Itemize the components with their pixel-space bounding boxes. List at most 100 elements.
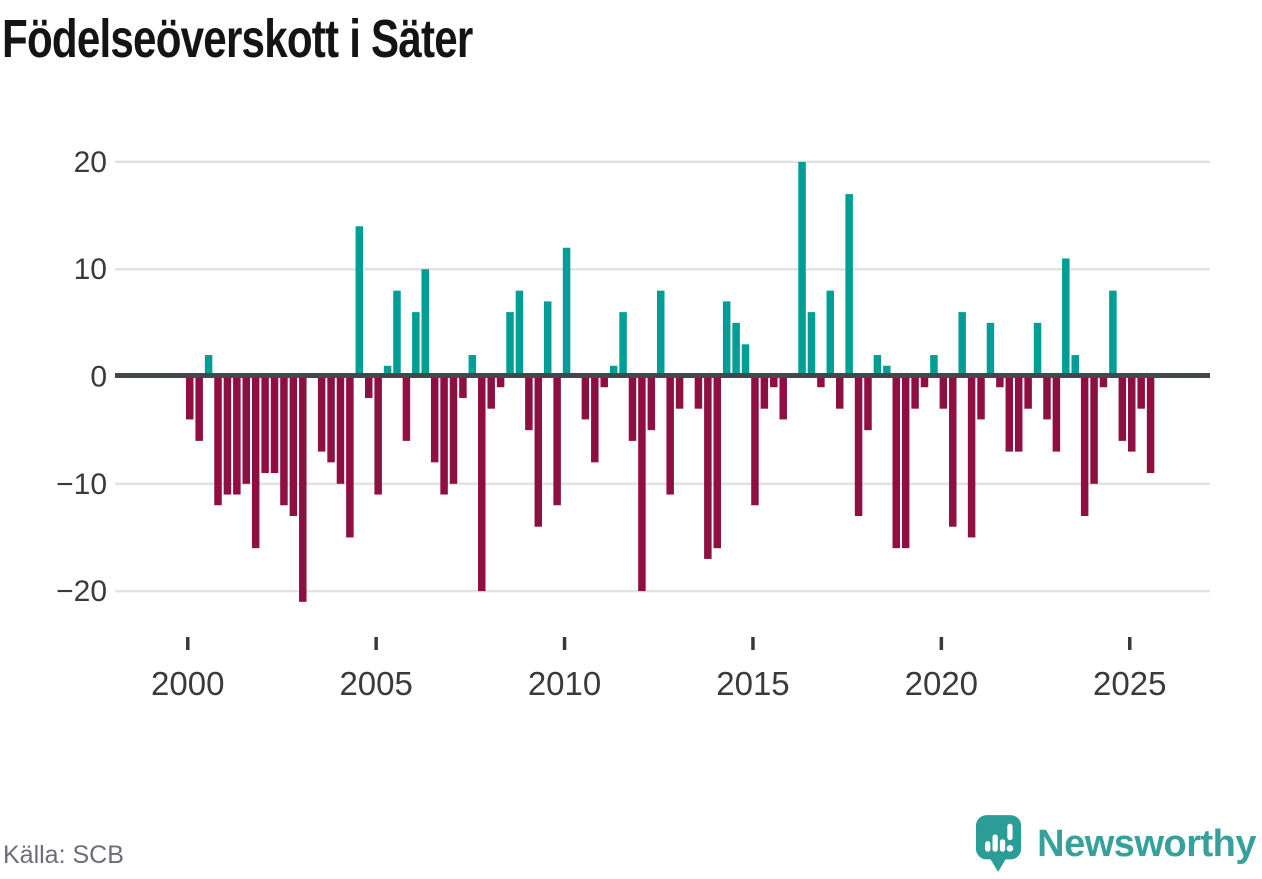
y-tick-label: −20 [56, 575, 107, 608]
x-tick-label: 2005 [339, 665, 412, 702]
bar [1033, 322, 1042, 377]
bar [478, 376, 486, 592]
bar [770, 376, 778, 388]
bar [1024, 376, 1032, 409]
bar [751, 376, 759, 506]
bar [939, 376, 948, 409]
bar [383, 365, 392, 377]
bar [666, 376, 674, 495]
newsworthy-wordmark: Newsworthy [1037, 822, 1256, 865]
bar [798, 161, 806, 377]
bar [412, 312, 420, 377]
bar [355, 226, 364, 377]
bar [374, 376, 382, 495]
bar [967, 376, 976, 538]
bar [1043, 376, 1051, 420]
bar [186, 376, 194, 420]
bar [214, 376, 222, 506]
bar [1137, 376, 1145, 409]
source-label: Källa: SCB [3, 841, 124, 869]
bar [440, 376, 448, 495]
bar [1071, 355, 1079, 377]
bar [562, 247, 571, 377]
x-axis-ticks [186, 637, 1132, 650]
bar [722, 301, 731, 377]
bar [638, 376, 646, 592]
y-tick-label: 10 [74, 253, 107, 286]
bar [223, 376, 232, 495]
bar [883, 365, 891, 377]
bar [977, 376, 985, 420]
bar [496, 376, 505, 388]
x-tick-label: 2020 [905, 665, 978, 702]
bar [543, 301, 552, 377]
y-axis-labels: 20 10 0 −10 −20 [56, 146, 107, 608]
bar [817, 376, 825, 388]
bar [581, 376, 590, 420]
bar [609, 365, 618, 377]
bar [704, 376, 712, 559]
bar [779, 376, 787, 420]
bar [986, 322, 995, 377]
bar [317, 376, 326, 452]
bar [402, 376, 411, 441]
bar [591, 376, 599, 463]
bar [468, 355, 477, 377]
y-gridlines [115, 160, 1210, 593]
y-tick-label: 0 [90, 361, 107, 394]
bar [1052, 376, 1061, 452]
newsworthy-logo: Newsworthy [975, 815, 1256, 872]
bar [1005, 376, 1014, 452]
bar [195, 376, 203, 441]
x-tick-label: 2000 [151, 665, 224, 702]
bar [204, 355, 213, 377]
bar [920, 376, 929, 388]
bar [1080, 376, 1089, 516]
bar [675, 376, 684, 409]
bar [647, 376, 656, 431]
x-tick-label: 2015 [716, 665, 789, 702]
bar [826, 290, 835, 377]
bar [1109, 290, 1117, 377]
bar [449, 376, 458, 484]
bar [873, 355, 882, 377]
page-title: Födelseöverskott i Säter [2, 9, 473, 69]
newsworthy-speech-bubble-bar-chart-icon [976, 815, 1022, 872]
bar [1146, 376, 1155, 474]
bar [327, 376, 335, 463]
x-tick-label: 2025 [1093, 665, 1166, 702]
y-tick-label: 20 [74, 146, 107, 179]
y-tick-label: −10 [56, 468, 107, 501]
bar [628, 376, 637, 441]
bar [892, 376, 900, 549]
bar [741, 344, 750, 377]
bar [421, 269, 429, 377]
bar [506, 312, 514, 377]
bars [186, 161, 1155, 602]
bar [364, 376, 373, 398]
bar [487, 376, 495, 409]
bar [242, 376, 251, 484]
bar [911, 376, 919, 409]
bar [459, 376, 467, 398]
bar [864, 376, 872, 431]
bar [534, 376, 543, 527]
bar [835, 376, 844, 409]
bar [1062, 258, 1070, 377]
bar [233, 376, 241, 495]
bar [657, 290, 665, 377]
bar [346, 376, 354, 538]
bar [732, 322, 740, 377]
bar [336, 376, 345, 484]
bar [393, 290, 401, 377]
bar [1099, 376, 1108, 388]
bar [289, 376, 298, 516]
bar [930, 355, 938, 377]
bar [845, 194, 853, 377]
bar [515, 290, 524, 377]
bar [430, 376, 439, 463]
bar [1090, 376, 1098, 484]
bar [251, 376, 260, 549]
bar [280, 376, 288, 506]
